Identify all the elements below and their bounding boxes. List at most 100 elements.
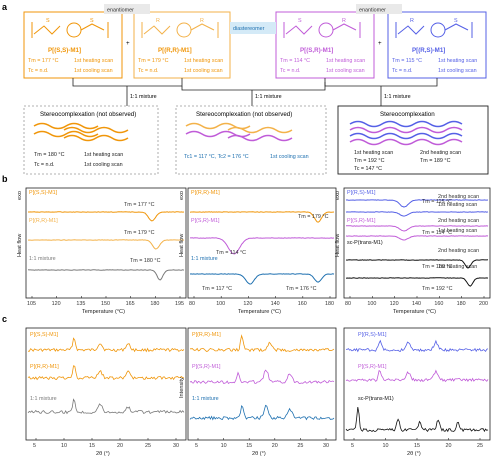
- xrd-tick-label: 10: [61, 443, 67, 449]
- tm-note-rs: 1st heating scan: [438, 58, 477, 64]
- dsc-tick-label: 135: [76, 301, 85, 307]
- dsc-scan-note: 1st heating scan: [438, 264, 477, 270]
- polymer-structure-rr: [141, 22, 219, 38]
- xrd-curve: [27, 398, 185, 415]
- svg-text:enantiomer: enantiomer: [107, 8, 134, 14]
- plus-1: +: [126, 40, 130, 47]
- svg-text:Stereocomplexation (not observ: Stereocomplexation (not observed): [40, 111, 136, 118]
- dsc-tick-label: 180: [150, 301, 159, 307]
- dsc-xlabel: Temperature (°C): [82, 309, 125, 315]
- xrd-tick-label: 5: [195, 443, 198, 449]
- dsc-curve: [346, 225, 489, 232]
- svg-text:Stereocomplexation: Stereocomplexation: [380, 111, 435, 118]
- polymer-box-sr: S R P[(S,R)-M1] Tm = 114 °C 1st heating …: [275, 11, 375, 79]
- dsc-curve: [345, 259, 489, 269]
- dsc-ylabel: Heat flow: [17, 233, 23, 257]
- tm-ss: Tm = 177 °C: [28, 58, 59, 64]
- dsc-curve: [345, 211, 489, 217]
- mixture-connectors: [72, 78, 438, 106]
- xrd-ylabel: Intensity: [179, 377, 185, 398]
- dsc-exo-label: exo: [17, 191, 23, 200]
- tc-ss: Tc = n.d.: [28, 68, 49, 74]
- tc-rr: Tc = n.d.: [138, 68, 159, 74]
- xrd-xlabel: 2θ (°): [407, 451, 421, 457]
- dsc-tick-label: 200: [479, 301, 488, 307]
- dsc-exo-label: exo: [179, 191, 185, 200]
- dsc-curve-label: P[(S,R)-M1]: [347, 218, 376, 224]
- xrd-tick-label: 5: [33, 443, 36, 449]
- tc-note-rs: 1st cooling scan: [438, 68, 477, 74]
- dsc-curve: [27, 269, 185, 281]
- svg-text:diastereomer: diastereomer: [233, 26, 265, 32]
- tc-note-sr: 1st cooling scan: [326, 68, 365, 74]
- dsc-tick-label: 120: [390, 301, 399, 307]
- dsc-curve: [27, 239, 185, 250]
- svg-text:Tm = 192 °C: Tm = 192 °C: [354, 158, 385, 164]
- dsc-curve: [28, 211, 185, 222]
- xrd-frame: [187, 327, 337, 441]
- xrd-curve-label: P[(S,S)-M1]: [30, 332, 59, 338]
- dsc-tick-label: 195: [175, 301, 184, 307]
- relation-tag-enantiomer-right: enantiomer: [356, 4, 402, 14]
- dsc-panel-1: Heat flow exo Temperature (°C) 105 120 135 150…: [17, 187, 187, 315]
- xrd-panel-1: 2θ (°) 5 10 15 20 25 30 P[(S,S)-M1] P[(R,R)-M1] 1…: [25, 327, 187, 457]
- dsc-curve: [189, 273, 335, 285]
- dsc-xlabel: Temperature (°C): [393, 309, 436, 315]
- panel-label-b: b: [2, 174, 8, 184]
- dsc-peak-label: Tm = 192 °C: [422, 286, 453, 292]
- polymer-name-rs: P[(R,S)-M1]: [412, 47, 445, 54]
- stereo-2-sr: R: [342, 18, 346, 24]
- stereo-2-rr: R: [200, 18, 204, 24]
- dsc-peak-label: Tm = 114 °C: [422, 230, 452, 236]
- dsc-frame: [187, 187, 337, 299]
- svg-text:1st heating scan: 1st heating scan: [84, 152, 123, 158]
- dsc-curve-label: P[(R,R)-M1]: [29, 218, 58, 224]
- dsc-curve-label: sc-P(trans-M1): [347, 240, 383, 246]
- dsc-scan-note: 2nd heating scan: [438, 248, 479, 254]
- dsc-scan-note: 2nd heating scan: [438, 194, 479, 200]
- tm-note-rr: 1st heating scan: [184, 58, 223, 64]
- dsc-tick-label: 120: [52, 301, 61, 307]
- dsc-peak-label: Tm = 114 °C: [216, 250, 246, 256]
- xrd-tick-label: 5: [351, 443, 354, 449]
- xrd-tick-label: 20: [446, 443, 452, 449]
- dsc-curve-label: P[(S,S)-M1]: [29, 190, 58, 196]
- dsc-xlabel: Temperature (°C): [238, 309, 281, 315]
- xrd-panel-2: Intensity 2θ (°) 5 10 15 20 25 30 P[(R,R)-M1] P[(…: [179, 327, 337, 457]
- dsc-curve-label: P[(S,R)-M1]: [191, 218, 220, 224]
- xrd-frame: [25, 327, 187, 441]
- xrd-tick-label: 30: [173, 443, 179, 449]
- svg-text:1st cooling scan: 1st cooling scan: [270, 154, 309, 160]
- xrd-curve-label: P[(R,R)-M1]: [192, 332, 221, 338]
- svg-text:Tc = 147 °C: Tc = 147 °C: [354, 166, 382, 172]
- xrd-curve-label: P[(R,R)-M1]: [30, 364, 59, 370]
- dsc-tick-label: 120: [243, 301, 252, 307]
- xrd-curve: [345, 339, 489, 353]
- xrd-tick-label: 25: [477, 443, 483, 449]
- dsc-tick-label: 140: [271, 301, 280, 307]
- dsc-curve: [345, 199, 489, 208]
- xrd-tick-label: 15: [246, 443, 252, 449]
- polymer-box-rs: R S P[(R,S)-M1] Tm = 115 °C 1st heating …: [387, 11, 487, 79]
- panel-label-c: c: [2, 314, 7, 324]
- dsc-scan-note: 2nd heating scan: [438, 218, 479, 224]
- tm-note-sr: 1st heating scan: [326, 58, 365, 64]
- stereo-1-sr: S: [298, 18, 302, 24]
- tc-sr: Tc = n.d.: [280, 68, 301, 74]
- dsc-peak-label: Tm = 117 °C: [202, 286, 232, 292]
- tc-note-ss: 1st cooling scan: [74, 68, 113, 74]
- dsc-curve: [345, 277, 489, 287]
- dsc-curve: [189, 211, 335, 223]
- xrd-curve: [189, 404, 335, 421]
- dsc-curve: [190, 237, 335, 255]
- polymer-name-rr: P[(R,R)-M1]: [158, 47, 192, 54]
- xrd-tick-label: 10: [221, 443, 227, 449]
- dsc-tick-label: 105: [27, 301, 36, 307]
- dsc-tick-label: 160: [298, 301, 307, 307]
- tc-note-rr: 1st cooling scan: [184, 68, 223, 74]
- dsc-ylabel: Heat flow: [179, 233, 185, 257]
- xrd-tick-label: 15: [414, 443, 420, 449]
- xrd-tick-label: 20: [272, 443, 278, 449]
- xrd-curve: [190, 334, 335, 353]
- xrd-tick-label: 10: [383, 443, 389, 449]
